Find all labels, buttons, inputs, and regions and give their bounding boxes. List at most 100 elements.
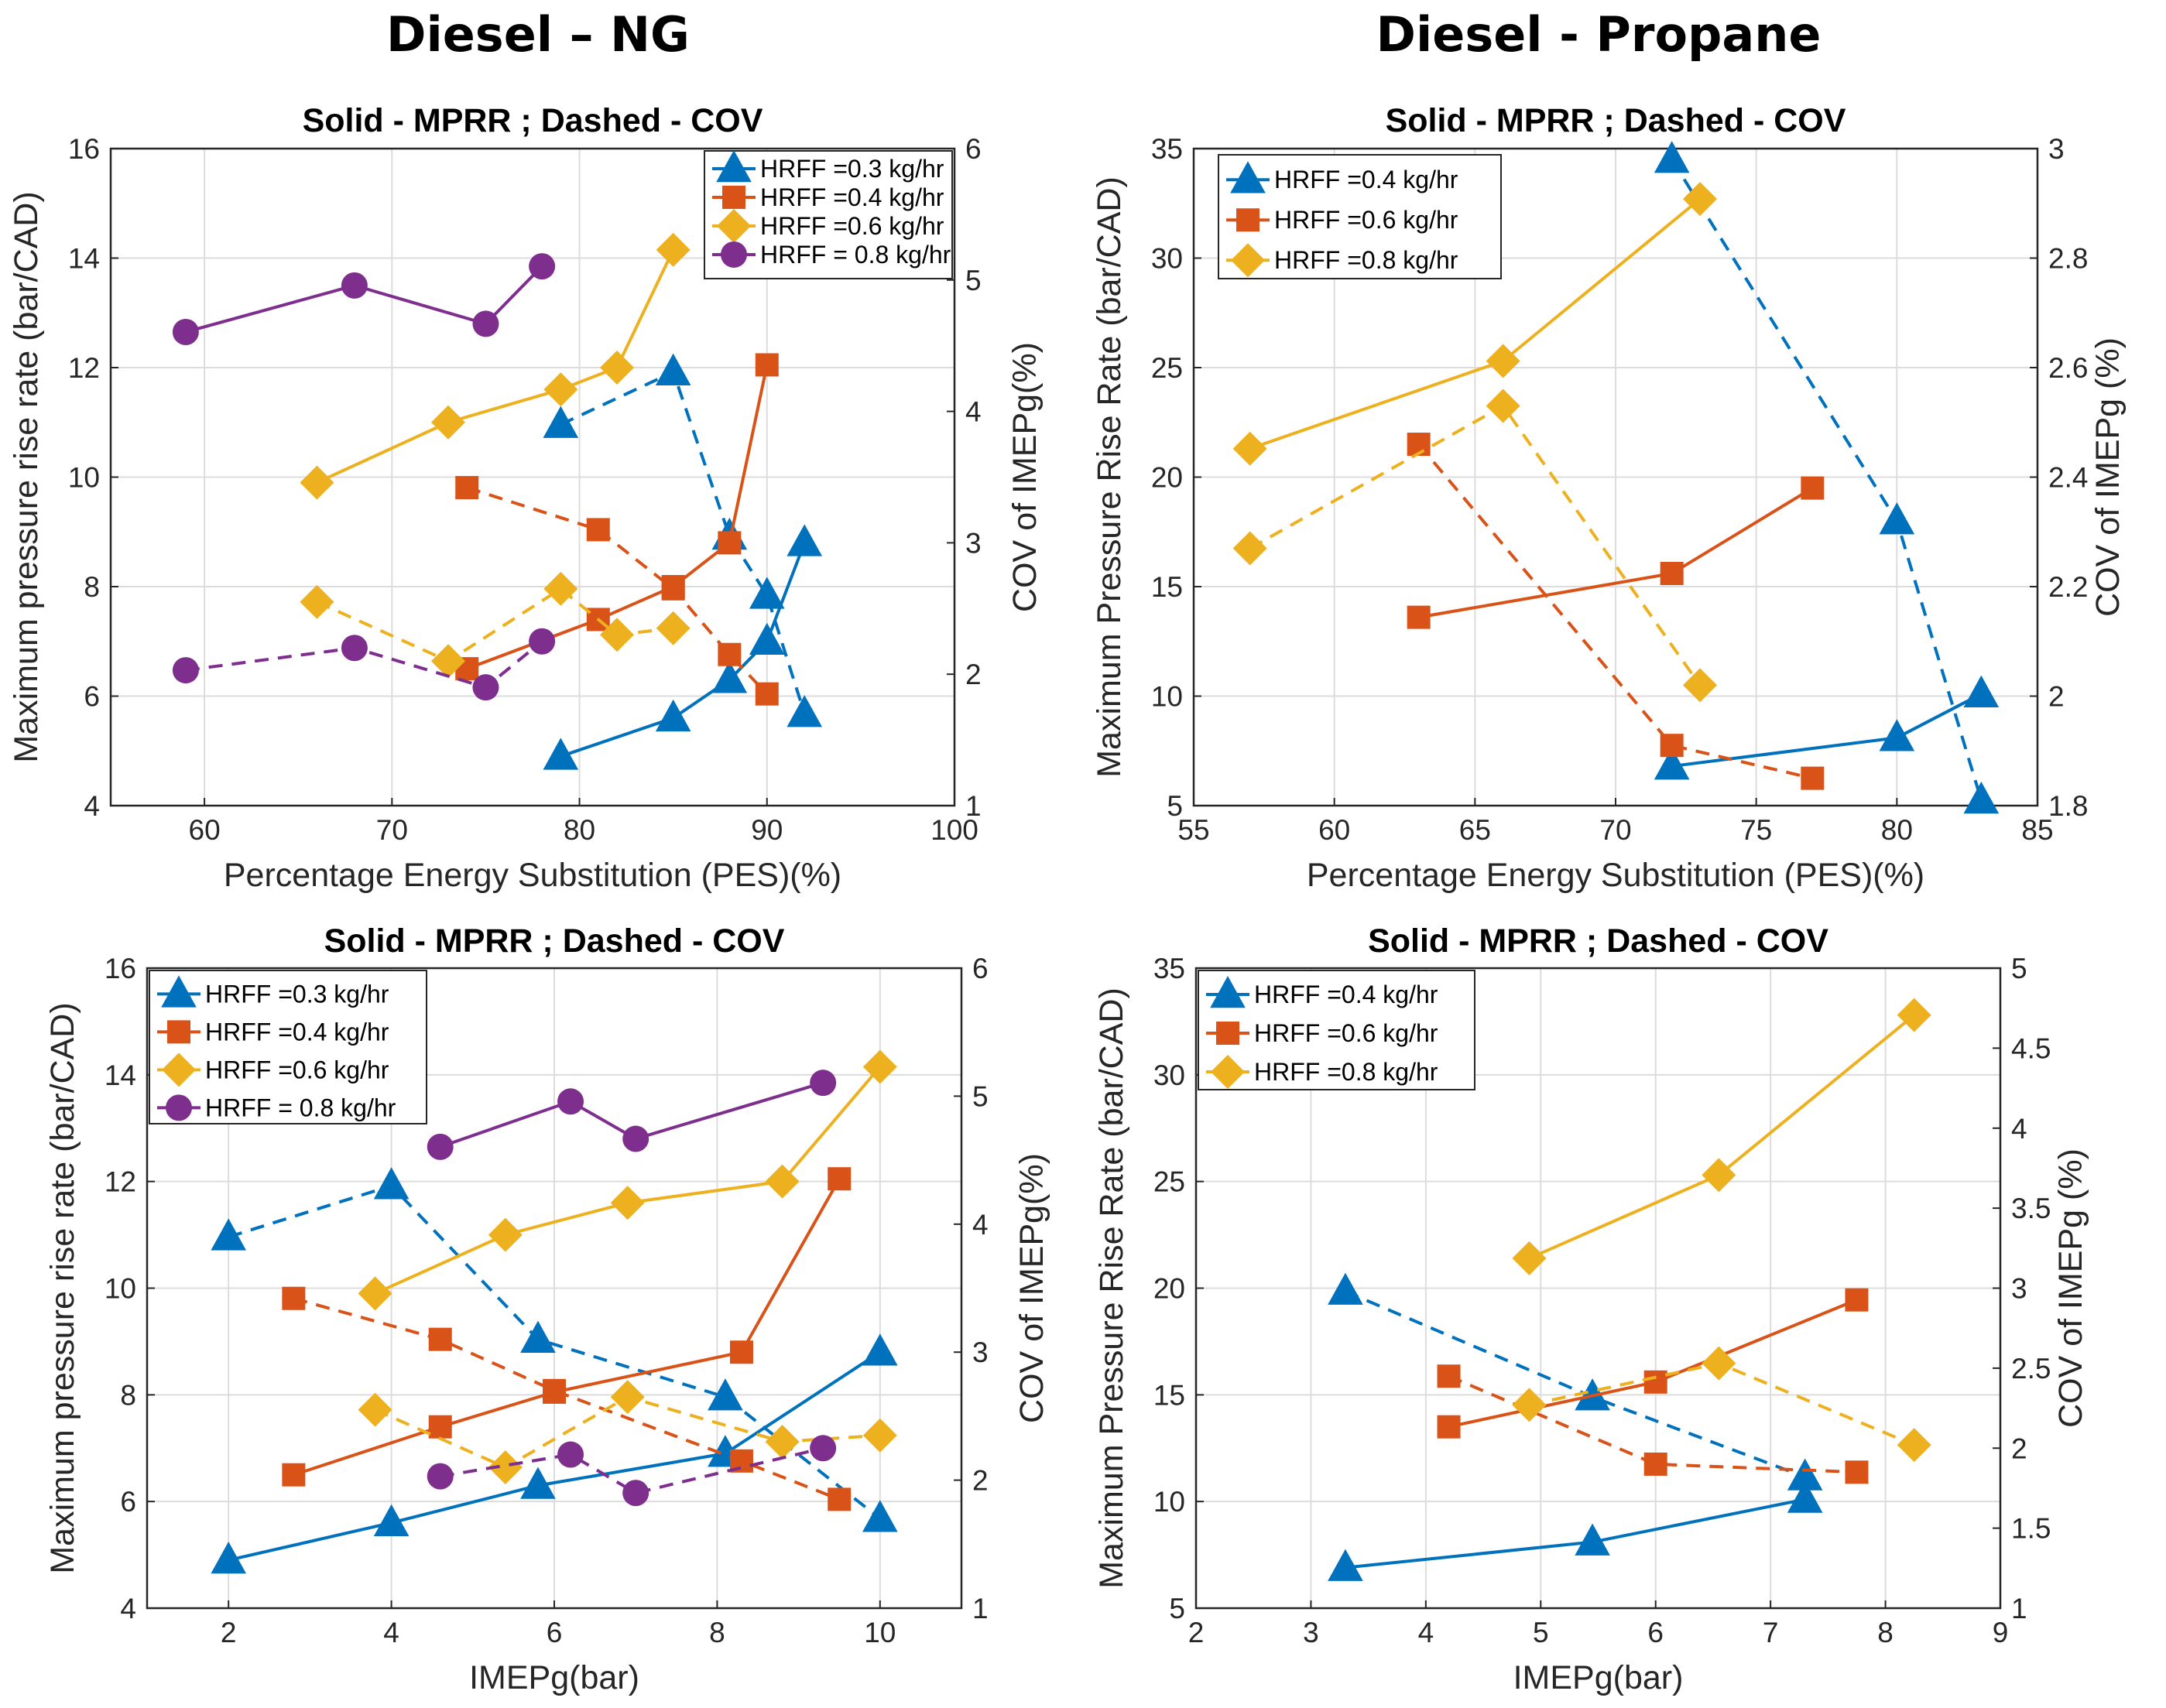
cov-point bbox=[1643, 1452, 1667, 1476]
cov-point bbox=[765, 1424, 800, 1459]
y-tick-label: 5 bbox=[1167, 790, 1183, 822]
cov-line bbox=[316, 587, 673, 663]
y2-tick-label: 1.8 bbox=[2048, 790, 2088, 822]
cov-point bbox=[1512, 1388, 1547, 1422]
x-tick-label: 6 bbox=[547, 1617, 563, 1648]
cov-point bbox=[211, 1218, 246, 1251]
y-tick-label: 35 bbox=[1151, 133, 1183, 165]
y2-axis-label: COV of IMEPg(%) bbox=[1006, 342, 1044, 612]
series-3 bbox=[358, 1049, 897, 1485]
cov-line bbox=[293, 1296, 840, 1501]
cov-point bbox=[1328, 1272, 1363, 1305]
cov-point bbox=[427, 1463, 454, 1490]
y-tick-label: 15 bbox=[1153, 1379, 1185, 1411]
y-tick-label: 6 bbox=[84, 681, 100, 713]
y-tick-label: 10 bbox=[1151, 681, 1183, 713]
x-tick-label: 60 bbox=[189, 814, 221, 846]
column-title-propane: Diesel - Propane bbox=[1376, 6, 1822, 63]
cov-point bbox=[1683, 668, 1717, 703]
chart-title: Solid - MPRR ; Dashed - COV bbox=[1386, 102, 1846, 139]
mprr-point bbox=[557, 1088, 584, 1115]
chart-panel-propane-imep: 2 3 4 5 6 7 8 9 5 10 15 20 25 30 35 1 1.5 2 2.5 3 3.5 4 4.5 5 So… bbox=[1093, 922, 2089, 1696]
chart-title: Solid - MPRR ; Dashed - COV bbox=[303, 102, 763, 139]
mprr-point bbox=[600, 351, 634, 385]
cov-point bbox=[862, 1418, 897, 1453]
y-tick-label: 10 bbox=[105, 1273, 136, 1305]
mprr-point bbox=[543, 372, 578, 407]
legend-label: HRFF =0.8 kg/hr bbox=[1274, 246, 1458, 274]
mprr-point bbox=[472, 310, 499, 337]
mprr-point bbox=[341, 272, 368, 299]
legend-label: HRFF = 0.8 kg/hr bbox=[205, 1094, 396, 1121]
series-4 bbox=[172, 253, 556, 701]
cov-point bbox=[431, 644, 465, 679]
mprr-point bbox=[300, 465, 334, 500]
cov-point bbox=[810, 1435, 837, 1462]
mprr-point bbox=[749, 622, 785, 655]
series-1 bbox=[211, 1167, 898, 1574]
y2-axis-label: COV of IMEPg (%) bbox=[2052, 1148, 2089, 1428]
series-2 bbox=[1407, 433, 1825, 790]
y-axis-label: Maximum Pressure Rise Rate (bar/CAD) bbox=[1091, 176, 1128, 778]
mprr-point bbox=[828, 1167, 852, 1191]
cov-point bbox=[610, 1380, 645, 1415]
cov-line bbox=[560, 369, 807, 714]
cov-point bbox=[543, 406, 579, 438]
y2-tick-label: 6 bbox=[972, 953, 989, 984]
mprr-point bbox=[529, 253, 556, 280]
y-tick-label: 35 bbox=[1153, 953, 1185, 984]
mprr-line bbox=[440, 1081, 824, 1148]
cov-point bbox=[661, 577, 685, 601]
mprr-point bbox=[427, 1133, 454, 1160]
mprr-point bbox=[1437, 1415, 1461, 1439]
legend-label: HRFF =0.6 kg/hr bbox=[1254, 1019, 1438, 1047]
x-tick-label: 6 bbox=[1647, 1617, 1664, 1648]
mprr-point bbox=[862, 1333, 898, 1366]
y2-tick-label: 2 bbox=[2048, 681, 2065, 713]
y2-tick-label: 1 bbox=[965, 790, 982, 822]
legend-label: HRFF =0.8 kg/hr bbox=[1254, 1058, 1438, 1086]
chart-title: Solid - MPRR ; Dashed - COV bbox=[324, 922, 785, 960]
cov-point bbox=[428, 1327, 452, 1351]
x-tick-label: 100 bbox=[930, 814, 978, 846]
cov-point bbox=[586, 518, 610, 542]
series-3 bbox=[1512, 998, 1931, 1463]
cov-point bbox=[472, 674, 499, 701]
y2-tick-label: 2.4 bbox=[2048, 462, 2088, 494]
mprr-point bbox=[373, 1504, 410, 1537]
mprr-point bbox=[810, 1070, 837, 1097]
x-tick-label: 5 bbox=[1533, 1617, 1549, 1648]
y-axis-label: Maximum pressure rise rate (bar/CAD) bbox=[8, 191, 45, 762]
y-tick-label: 20 bbox=[1153, 1273, 1185, 1305]
x-tick-label: 60 bbox=[1318, 814, 1350, 846]
y2-tick-label: 1 bbox=[972, 1593, 989, 1624]
legend-marker bbox=[1210, 976, 1246, 1008]
cov-line bbox=[440, 1446, 824, 1495]
y2-tick-label: 2.6 bbox=[2048, 352, 2088, 384]
y2-tick-label: 4 bbox=[2011, 1113, 2027, 1145]
y-tick-label: 6 bbox=[120, 1486, 136, 1518]
mprr-point bbox=[172, 319, 199, 346]
x-tick-label: 55 bbox=[1177, 814, 1209, 846]
legend-marker bbox=[162, 1053, 196, 1087]
y-tick-label: 4 bbox=[84, 790, 100, 822]
y2-tick-label: 4 bbox=[972, 1209, 989, 1241]
legend-label: HRFF =0.6 kg/hr bbox=[760, 212, 944, 240]
x-tick-label: 10 bbox=[864, 1617, 896, 1648]
cov-point bbox=[755, 682, 779, 706]
x-tick-label: 4 bbox=[383, 1617, 399, 1648]
y2-tick-label: 2 bbox=[972, 1465, 989, 1497]
y-tick-label: 8 bbox=[84, 571, 100, 603]
y-tick-label: 30 bbox=[1151, 243, 1183, 275]
legend-marker bbox=[167, 1020, 190, 1044]
x-tick-label: 80 bbox=[1881, 814, 1913, 846]
mprr-point bbox=[282, 1463, 306, 1487]
x-axis-label: IMEPg(bar) bbox=[1513, 1659, 1684, 1696]
x-tick-label: 4 bbox=[1418, 1617, 1434, 1648]
cov-point bbox=[341, 635, 368, 662]
mprr-point bbox=[211, 1541, 246, 1574]
chart-title: Solid - MPRR ; Dashed - COV bbox=[1368, 922, 1828, 960]
x-tick-label: 75 bbox=[1740, 814, 1772, 846]
y2-tick-label: 2 bbox=[965, 659, 982, 690]
